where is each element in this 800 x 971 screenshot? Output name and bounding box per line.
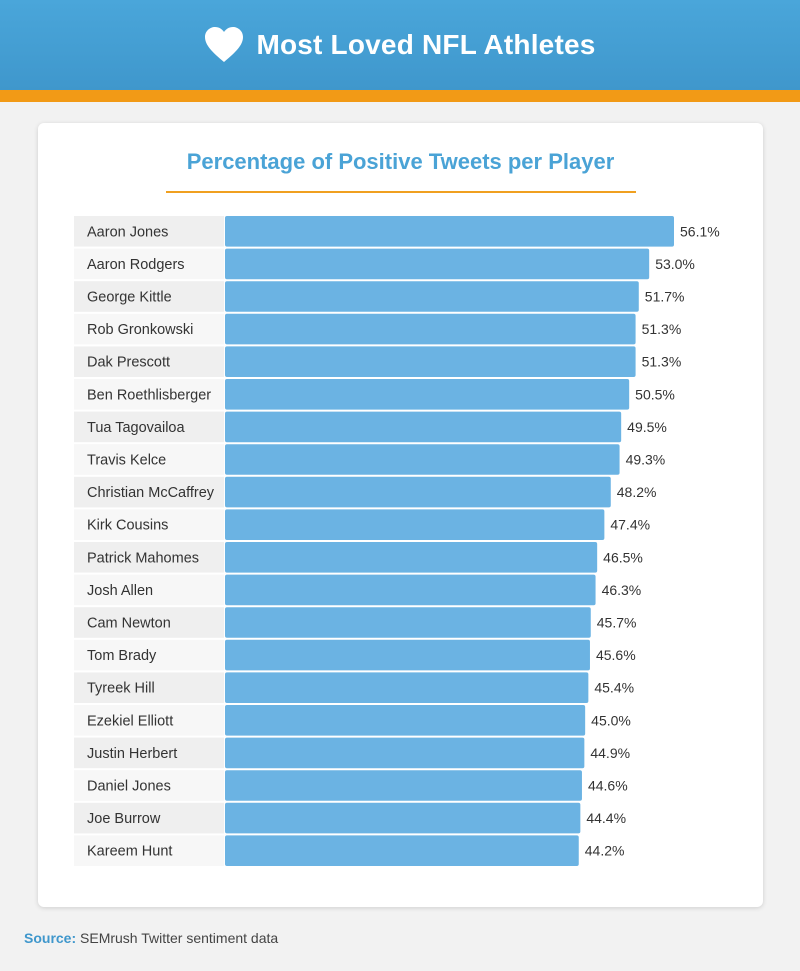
row-label-bg [74,802,224,834]
value-label: 51.3% [642,321,682,337]
value-label: 45.7% [597,615,637,631]
bar [225,248,650,280]
value-label: 44.2% [585,843,625,859]
source-text: SEMrush Twitter sentiment data [80,930,279,946]
chart-card: Percentage of Positive Tweets per Player… [38,123,763,907]
page-title: Most Loved NFL Athletes [256,29,596,60]
bar [225,835,579,866]
bar [225,607,591,638]
bar-chart: Aaron Jones 56.1% Aaron Rodgers 53.0% George… [74,216,720,866]
row-label-bg [74,770,224,801]
category-label: George Kittle [87,290,172,306]
row-label-bg [74,248,224,280]
category-label: Christian McCaffrey [87,485,215,501]
row-label-bg [74,639,224,671]
header-stripe [0,90,800,102]
header-banner: Most Loved NFL Athletes [0,0,800,90]
bar [225,313,636,345]
category-label: Aaron Rodgers [87,257,185,273]
bar [225,281,639,312]
row-label-bg [74,444,224,475]
bar [225,542,598,573]
bar [225,476,611,508]
row-label-bg [74,705,224,736]
category-label: Joe Burrow [87,811,161,827]
source-note: Source: SEMrush Twitter sentiment data [24,930,278,946]
category-label: Kareem Hunt [87,844,172,860]
category-label: Aaron Jones [87,224,168,240]
value-label: 45.4% [594,680,634,696]
value-label: 46.3% [602,582,642,598]
bar [225,574,596,606]
category-label: Daniel Jones [87,779,171,795]
bar [225,802,581,834]
chart-title: Percentage of Positive Tweets per Player [186,149,615,174]
row-label-bg [74,313,224,345]
category-label: Tua Tagovailoa [87,420,185,436]
category-label: Dak Prescott [87,355,170,371]
value-label: 51.3% [642,354,682,370]
value-label: 56.1% [680,223,720,239]
category-label: Ben Roethlisberger [87,387,211,403]
row-label-bg [74,346,224,377]
header-inner: Most Loved NFL Athletes [204,27,595,63]
value-label: 48.2% [617,484,657,500]
row-label-bg [74,574,224,606]
row-label-bg [74,542,224,573]
bar [225,444,620,475]
category-label: Kirk Cousins [87,518,168,534]
bar [225,509,605,540]
value-label: 44.6% [588,778,628,794]
value-label: 51.7% [645,289,685,305]
bar [225,216,674,247]
row-label-bg [74,411,224,443]
row-label-bg [74,509,224,540]
category-label: Tom Brady [87,648,157,664]
value-label: 50.5% [635,386,675,402]
category-label: Josh Allen [87,583,153,599]
value-label: 47.4% [610,517,650,533]
value-label: 53.0% [655,256,695,272]
row-label-bg [74,737,224,769]
value-label: 46.5% [603,549,643,565]
category-label: Ezekiel Elliott [87,713,173,729]
value-label: 49.3% [626,452,666,468]
category-label: Cam Newton [87,616,171,632]
title-underline [166,191,636,193]
row-label-bg [74,379,224,410]
category-label: Tyreek Hill [87,681,155,697]
value-label: 45.6% [596,647,636,663]
bar [225,411,622,443]
bar [225,705,586,736]
bar [225,346,636,377]
value-label: 44.9% [590,745,630,761]
bar [225,639,590,671]
bar [225,379,630,410]
row-label-bg [74,607,224,638]
category-label: Justin Herbert [87,746,177,762]
category-label: Travis Kelce [87,453,166,469]
source-label: Source: [24,930,77,946]
row-label-bg [74,835,224,866]
row-label-bg [74,476,224,508]
row-label-bg [74,672,224,703]
row-label-bg [74,281,224,312]
category-label: Patrick Mahomes [87,550,199,566]
value-label: 45.0% [591,712,631,728]
bar [225,737,585,769]
value-label: 44.4% [586,810,626,826]
value-label: 49.5% [627,419,667,435]
category-label: Rob Gronkowski [87,322,193,338]
bar [225,672,589,703]
bar [225,770,582,801]
heart-icon [205,27,244,62]
row-label-bg [74,216,224,247]
